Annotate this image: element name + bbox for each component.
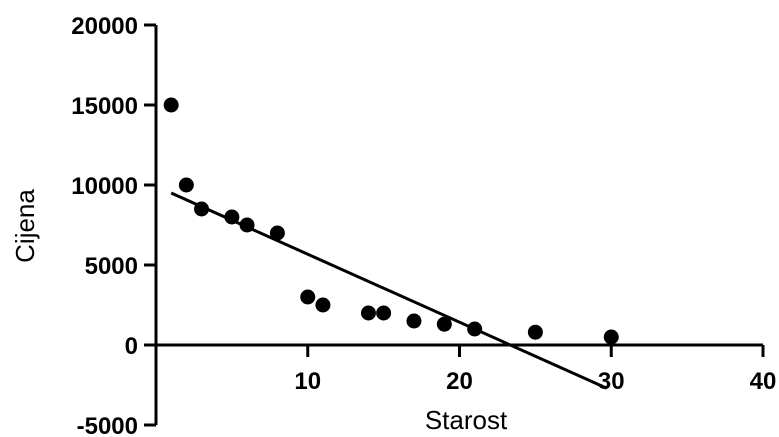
data-point [436, 316, 452, 332]
x-axis-title: Starost [425, 405, 508, 435]
data-point [360, 305, 376, 321]
data-point [315, 297, 331, 313]
data-point [269, 225, 285, 241]
y-tick-label: 15000 [71, 93, 138, 120]
y-tick-label: 0 [125, 333, 138, 360]
y-tick-label: 20000 [71, 13, 138, 40]
y-axis-title: Cijena [10, 189, 40, 263]
y-tick-label: 10000 [71, 173, 138, 200]
x-tick-label: 30 [598, 368, 625, 395]
data-point [467, 321, 483, 337]
y-tick-label: 5000 [85, 253, 138, 280]
ticks-layer: -5000 0 5000 10000 15000 20000 10 20 30 40 [71, 13, 776, 437]
data-point [224, 209, 240, 225]
x-tick-label: 10 [294, 368, 321, 395]
data-point [194, 201, 210, 217]
x-tick-label: 40 [750, 368, 777, 395]
data-point [376, 305, 392, 321]
data-point [527, 324, 543, 340]
data-point [239, 217, 255, 233]
data-point [300, 289, 316, 305]
data-points-layer [163, 97, 619, 345]
data-point [603, 329, 619, 345]
y-tick-label: -5000 [77, 413, 138, 437]
data-point [163, 97, 179, 113]
x-tick-label: 20 [446, 368, 473, 395]
data-point [406, 313, 422, 329]
data-point [178, 177, 194, 193]
